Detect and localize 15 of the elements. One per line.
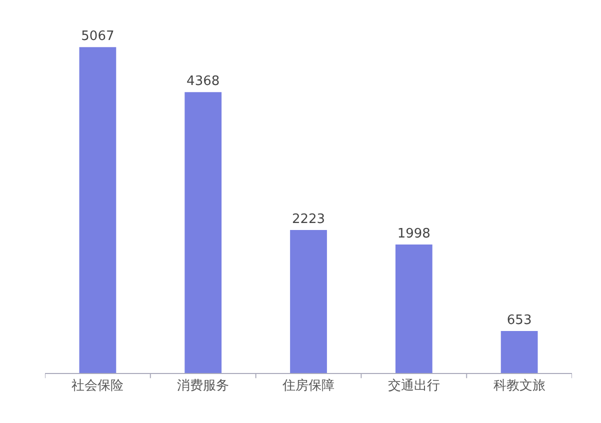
data-label: 1998 xyxy=(397,226,430,242)
x-tick-label: 科教文旅 xyxy=(493,378,546,394)
x-tick-label: 消费服务 xyxy=(177,378,230,394)
bar xyxy=(500,331,538,373)
bar xyxy=(290,230,327,373)
x-tick-label: 交通出行 xyxy=(388,378,440,394)
data-label: 4368 xyxy=(186,74,220,90)
bar xyxy=(184,92,222,373)
data-label: 5067 xyxy=(81,29,114,44)
data-label: 653 xyxy=(506,313,532,328)
x-tick-label: 住房保障 xyxy=(282,378,334,394)
data-label: 2223 xyxy=(292,212,326,228)
bar xyxy=(395,244,432,373)
x-tick-label: 社会保险 xyxy=(72,378,124,394)
bar xyxy=(79,47,116,373)
